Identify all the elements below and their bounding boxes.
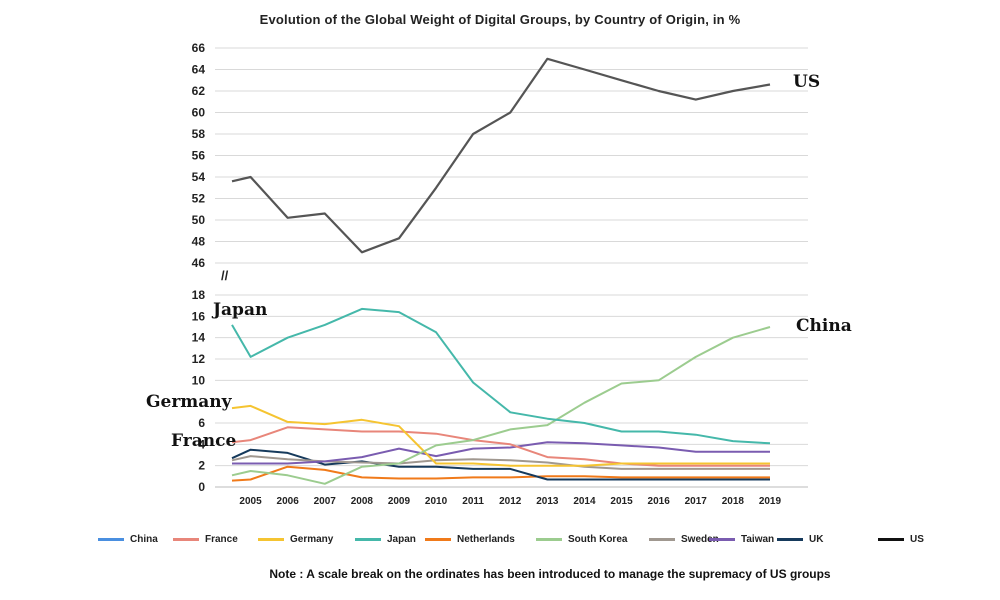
legend-swatch <box>98 538 124 541</box>
y-tick-label: 64 <box>192 63 206 77</box>
legend-label: France <box>205 534 238 545</box>
x-tick-label: 2008 <box>351 496 374 507</box>
series-line-netherlands <box>231 465 770 482</box>
x-tick-label: 2009 <box>388 496 411 507</box>
legend-label: Taiwan <box>741 534 775 545</box>
series-label-france: France <box>171 431 236 451</box>
x-tick-label: 2016 <box>648 496 671 507</box>
legend-swatch <box>355 538 381 541</box>
legend-label: China <box>130 534 158 545</box>
legend-swatch <box>709 538 735 541</box>
legend-swatch <box>536 538 562 541</box>
legend-swatch <box>173 538 199 541</box>
x-tick-label: 2014 <box>573 496 596 507</box>
series-line-taiwan <box>232 441 770 465</box>
chart-title: Evolution of the Global Weight of Digita… <box>259 12 741 27</box>
y-tick-label: 52 <box>192 192 206 206</box>
chart-note: Note : A scale break on the ordinates ha… <box>269 567 831 581</box>
y-tick-label: 66 <box>192 41 206 55</box>
series-label-us: US <box>793 72 820 92</box>
legend-label: Sweden <box>681 534 719 545</box>
series-label-japan: Japan <box>211 300 267 320</box>
y-tick-label: 54 <box>192 170 206 184</box>
legend-item-taiwan: Taiwan <box>709 534 774 545</box>
x-tick-label: 2006 <box>277 496 300 507</box>
legend-item-france: France <box>173 534 238 545</box>
legend-item-germany: Germany <box>258 534 333 545</box>
legend-label: US <box>910 534 924 545</box>
legend-label: Netherlands <box>457 534 515 545</box>
legend-swatch <box>878 538 904 541</box>
y-tick-label: 46 <box>192 256 206 270</box>
line-chart: 464850525456586062646602461012141618//20… <box>146 41 852 507</box>
series-line-japan <box>231 307 771 445</box>
series-label-china: China <box>796 316 852 336</box>
legend-item-china: China <box>98 534 158 545</box>
y-tick-label: 50 <box>192 213 206 227</box>
y-tick-label: 10 <box>192 373 206 387</box>
y-tick-label: 60 <box>192 106 206 120</box>
legend-swatch <box>649 538 675 541</box>
series-line-germany <box>231 404 770 467</box>
y-tick-label: 6 <box>198 416 205 430</box>
x-tick-label: 2015 <box>610 496 633 507</box>
legend-label: Japan <box>387 534 416 545</box>
series-line-france <box>231 426 770 467</box>
series-line-uk <box>231 448 770 481</box>
legend-swatch <box>425 538 451 541</box>
y-tick-label: 18 <box>192 288 206 302</box>
y-tick-label: 12 <box>192 352 206 366</box>
legend-swatch <box>258 538 284 541</box>
legend-item-uk: UK <box>777 534 823 545</box>
series-line-sweden <box>231 455 770 470</box>
y-tick-label: 4 <box>198 437 205 451</box>
chart-legend: China France Germany Japan Netherlands South … <box>98 534 958 552</box>
y-tick-label: 0 <box>198 480 205 494</box>
x-tick-label: 2013 <box>536 496 559 507</box>
y-tick-label: 16 <box>192 309 206 323</box>
y-tick-label: 56 <box>192 149 206 163</box>
x-tick-label: 2011 <box>462 496 484 507</box>
y-tick-label: 2 <box>198 459 205 473</box>
legend-item-us: US <box>878 534 924 545</box>
legend-item-japan: Japan <box>355 534 416 545</box>
x-tick-label: 2019 <box>759 496 782 507</box>
x-tick-label: 2005 <box>239 496 262 507</box>
series-line-us <box>231 57 771 254</box>
x-tick-label: 2018 <box>722 496 745 507</box>
series-label-germany: Germany <box>146 392 233 412</box>
series-line-south-korea <box>231 326 771 485</box>
x-tick-label: 2007 <box>314 496 337 507</box>
y-tick-label: 58 <box>192 127 206 141</box>
x-tick-label: 2010 <box>425 496 448 507</box>
x-tick-label: 2012 <box>499 496 522 507</box>
legend-label: South Korea <box>568 534 628 545</box>
legend-swatch <box>777 538 803 541</box>
legend-item-sweden: Sweden <box>649 534 719 545</box>
x-tick-label: 2017 <box>685 496 708 507</box>
legend-item-south-korea: South Korea <box>536 534 627 545</box>
scale-break-mark: // <box>221 268 229 283</box>
legend-item-netherlands: Netherlands <box>425 534 515 545</box>
y-tick-label: 14 <box>192 331 206 345</box>
y-tick-label: 62 <box>192 84 206 98</box>
legend-label: Germany <box>290 534 334 545</box>
legend-label: UK <box>809 534 824 545</box>
y-tick-label: 48 <box>192 235 206 249</box>
